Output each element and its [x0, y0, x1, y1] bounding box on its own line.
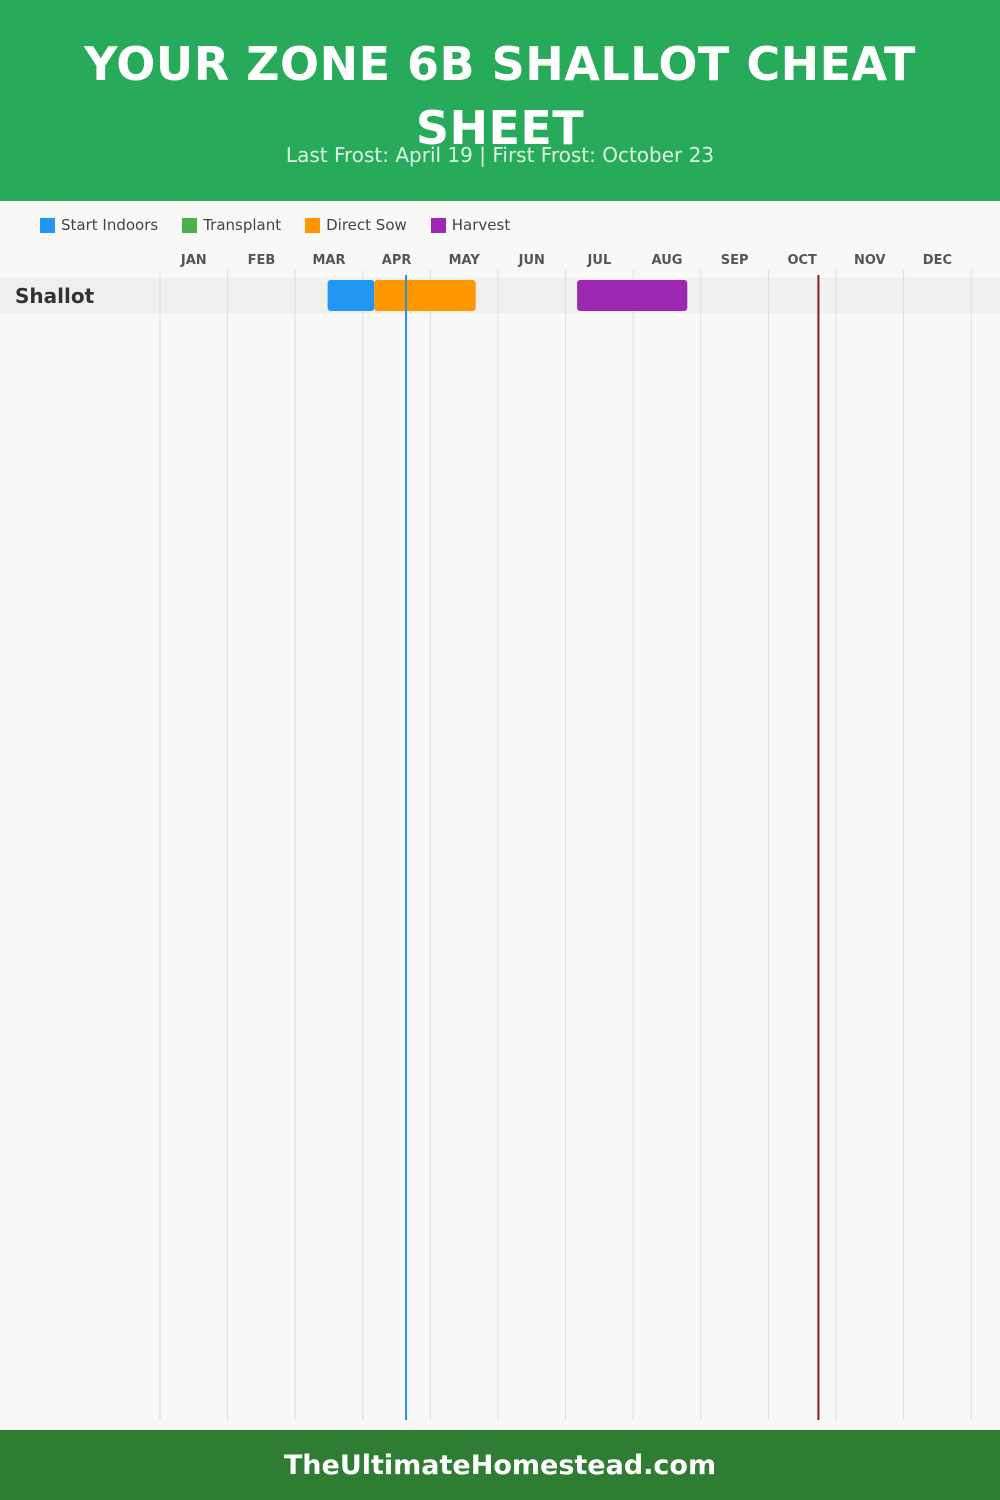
- planting-calendar-chart: JAN FEB MAR APR MAY JUN JUL AUG SEP OCT NOV DEC Shal…: [0, 253, 1000, 1420]
- page-title: YOUR ZONE 6B SHALLOT CHEAT SHEET: [84, 37, 916, 155]
- month-label: APR: [382, 253, 412, 268]
- month-label: DEC: [923, 253, 952, 268]
- month-label: JAN: [180, 253, 207, 268]
- legend-item-harvest: Harvest: [430, 216, 511, 234]
- month-label: JUL: [587, 253, 612, 268]
- row-background: [0, 278, 1000, 313]
- legend-label: Start Indoors: [61, 216, 159, 234]
- footer-banner: TheUltimateHomestead.com: [0, 1430, 1000, 1500]
- month-label: OCT: [787, 253, 817, 268]
- legend-item-direct-sow: Direct Sow: [305, 216, 407, 234]
- month-label: AUG: [652, 253, 683, 268]
- legend-item-start-indoors: Start Indoors: [40, 216, 158, 234]
- legend-item-transplant: Transplant: [182, 216, 281, 234]
- month-label: MAY: [449, 253, 481, 268]
- month-label: JUN: [518, 253, 545, 268]
- month-label: FEB: [248, 253, 276, 268]
- legend-swatch-transplant: [182, 217, 198, 233]
- legend-swatch-direct-sow: [305, 217, 321, 233]
- crop-label: Shallot: [15, 284, 95, 308]
- month-label: MAR: [312, 253, 345, 268]
- legend-swatch-harvest: [430, 217, 446, 233]
- footer-site-name: TheUltimateHomestead.com: [283, 1449, 717, 1481]
- legend: Start Indoors Transplant Direct Sow Harv…: [40, 214, 534, 236]
- legend-swatch-start-indoors: [40, 217, 55, 233]
- bar-harvest: [577, 280, 688, 311]
- bar-start-indoors: [327, 280, 375, 311]
- header-banner: YOUR ZONE 6B SHALLOT CHEAT SHEET Last Fr…: [0, 0, 1000, 201]
- legend-label: Harvest: [451, 216, 511, 234]
- legend-label: Transplant: [203, 216, 282, 234]
- month-label: NOV: [854, 253, 886, 268]
- month-label: SEP: [721, 253, 749, 268]
- legend-label: Direct Sow: [326, 216, 407, 234]
- frost-dates-subtitle: Last Frost: April 19 | First Frost: Octo…: [285, 143, 715, 167]
- bar-direct-sow: [374, 280, 476, 311]
